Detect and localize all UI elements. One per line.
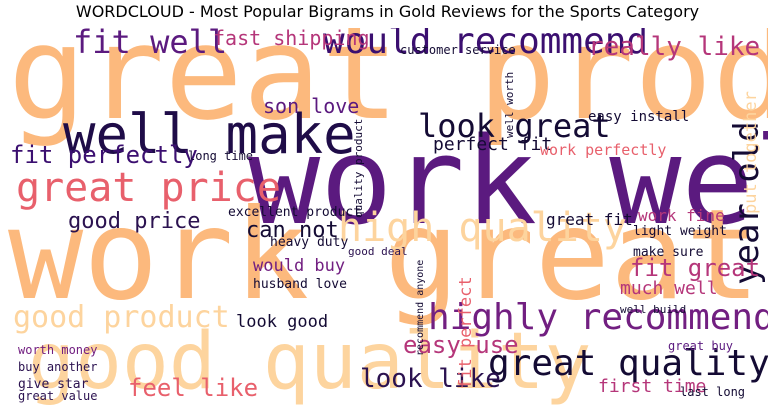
bigram-son-love: son love [263,94,360,118]
bigram-good-deal: good deal [348,245,408,258]
bigram-great-quality: great quality [488,343,768,384]
bigram-excellent-product: excellent product [228,205,362,220]
bigram-look-like: look like [360,364,501,394]
bigram-great-value: great value [18,389,98,403]
bigram-perfect-fit: perfect fit [433,134,553,155]
bigram-great-fit: great fit [546,210,633,229]
bigram-husband-love: husband love [253,277,347,292]
bigram-would-recommend: would recommend [323,28,649,62]
bigram-easy-use: easy use [403,331,519,359]
bigram-look-good: look good [236,312,329,332]
chart-title: WORDCLOUD - Most Popular Bigrams in Gold… [75,2,700,21]
bigram-recommend-anyone: recommend anyone [415,259,426,356]
bigram-fit-perfect: fit perfect [456,276,476,390]
bigram-good-product: good product [13,300,230,335]
bigram-give-star: give star [18,377,89,392]
bigram-fit-well: fit well [73,28,228,61]
bigram-last-long: last long [680,385,746,399]
bigram-well-worth: well worth [503,72,516,139]
bigram-can-not: can not [246,218,339,243]
bigram-buy-another: buy another [18,360,98,374]
bigram-good-price: good price [68,209,201,234]
bigram-great-product: great product [8,28,768,149]
bigram-look-great: look great [418,107,611,145]
bigram-make-sure: make sure [633,245,704,260]
bigram-great-price: great price [16,165,281,211]
bigram-put-together: put together [741,91,761,215]
bigram-feel-like: feel like [128,374,259,402]
bigram-highly-recommend: highly recommend [428,297,768,338]
bigram-work-perfectly: work perfectly [540,141,667,159]
bigram-great-buy: great buy [668,339,734,353]
bigram-much-well: much well [620,278,718,299]
bigram-really-like: really like [588,32,761,62]
bigram-work-well: work well [248,113,768,252]
bigram-fast-shipping: fast shipping [213,28,370,50]
bigram-work-great: work great [8,183,761,328]
bigram-quality-product: quality product [352,119,365,219]
bigram-high-quality: high quality [338,205,627,251]
bigram-heavy-duty: heavy duty [270,235,349,250]
bigram-long-time: long time [188,149,254,163]
bigram-well-build: well build [620,303,687,316]
bigram-well-make: well make [63,103,356,166]
bigram-work-fine: work fine [638,206,725,225]
bigram-easy-install: easy install [588,109,690,125]
bigram-light-weight: light weight [633,224,727,239]
bigram-customer-service: customer service [400,43,516,57]
bigram-fit-perfectly: fit perfectly [10,141,198,169]
bigram-worth-money: worth money [18,343,98,357]
bigram-would-buy: would buy [253,256,346,276]
bigram-fit-great: fit great [630,254,761,282]
bigram-first-time: first time [598,376,707,397]
bigram-good-quality: good quality [28,317,592,406]
